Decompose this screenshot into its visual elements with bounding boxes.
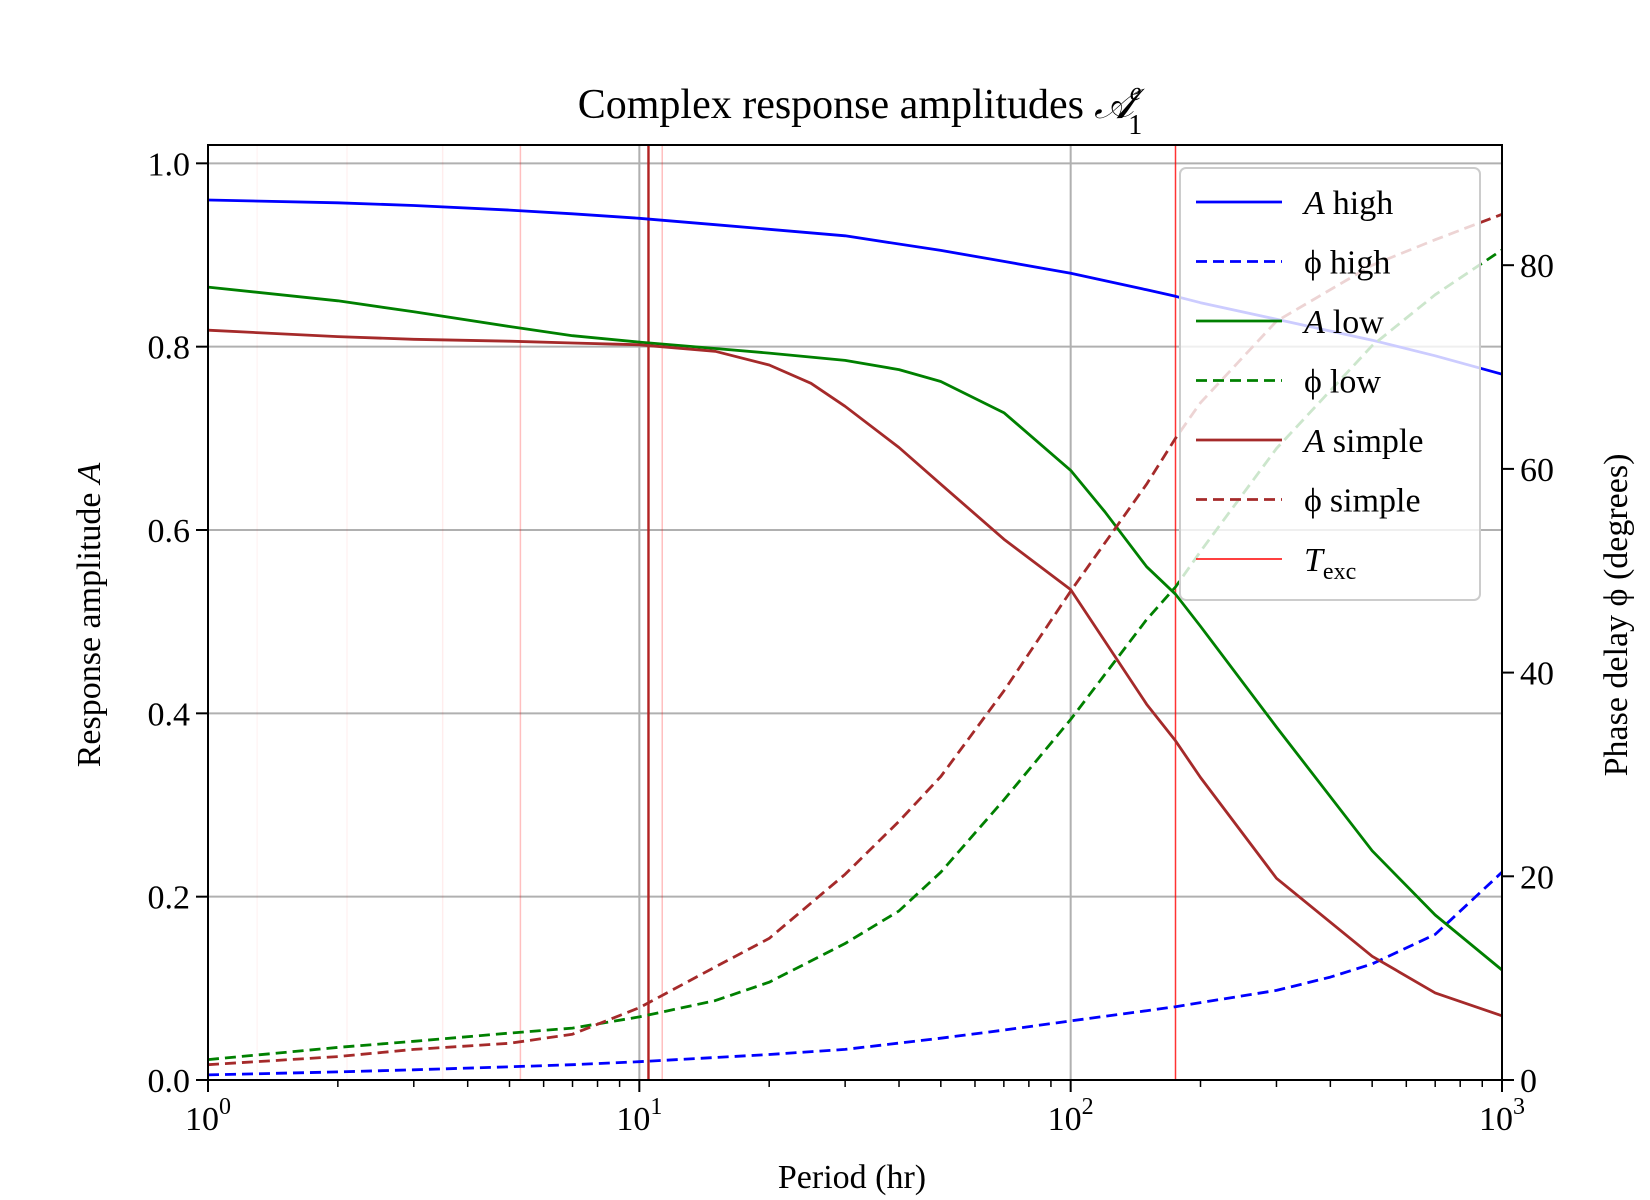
y-right-tick-label: 0	[1520, 1063, 1537, 1100]
y-right-tick-label: 20	[1520, 859, 1554, 896]
series-line-A_low	[207, 285, 1503, 972]
y-left-tick-label: 0.2	[148, 880, 191, 917]
y-left-tick-label: 1.0	[148, 146, 191, 183]
y-left-tick-label: 0.8	[148, 330, 191, 367]
x-axis-ticks: 100 101 102 103	[185, 1080, 1525, 1138]
y-left-axis-label: Response amplitudeA	[71, 462, 108, 767]
legend-label: Texc	[1304, 542, 1356, 585]
y-right-axis-label: Phase delay ϕ (degrees)	[1598, 454, 1635, 777]
y-right-tick-label: 60	[1520, 452, 1554, 489]
x-tick-label: 102	[1048, 1094, 1094, 1138]
legend-box	[1179, 167, 1481, 601]
x-tick-label: 101	[616, 1094, 662, 1138]
y-left-tick-label: 0.6	[148, 513, 191, 550]
series-line-A_simple	[207, 328, 1503, 1018]
legend-label: ϕ simple	[1304, 483, 1421, 520]
plot-frame	[207, 144, 1503, 1081]
y-right-tick-label: 40	[1520, 656, 1554, 693]
y-left-axis-ticks: 0.0 0.2 0.4 0.6 0.8 1.0	[148, 146, 208, 1100]
legend-label: ϕ low	[1304, 364, 1381, 401]
x-tick-label: 100	[185, 1094, 231, 1138]
x-axis-label: Period (hr)	[778, 1159, 926, 1196]
series-line-phi_high	[207, 871, 1503, 1077]
chart-title: Complex response amplitudes 𝒜e 1	[578, 77, 1145, 141]
x-tick-label: 103	[1479, 1094, 1525, 1138]
y-right-axis-ticks: 0 20 40 60 80	[1502, 248, 1554, 1100]
legend-label: ϕ high	[1304, 245, 1390, 282]
y-left-tick-label: 0.4	[148, 696, 191, 733]
y-right-tick-label: 80	[1520, 248, 1554, 285]
y-left-tick-label: 0.0	[148, 1063, 191, 1100]
